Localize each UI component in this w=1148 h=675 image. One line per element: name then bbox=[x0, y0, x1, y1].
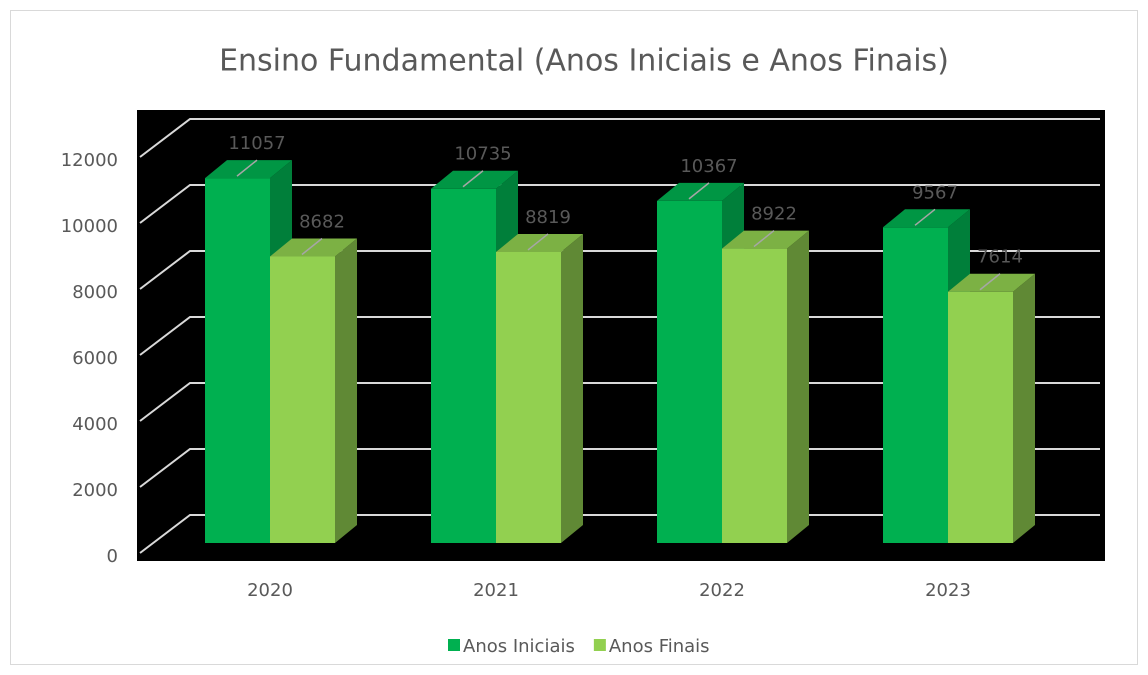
label-leader bbox=[914, 208, 936, 226]
bar bbox=[270, 256, 335, 543]
x-tick-label: 2020 bbox=[247, 580, 293, 601]
bar-side bbox=[787, 230, 809, 543]
grid-line bbox=[139, 118, 1100, 158]
label-leader bbox=[688, 182, 710, 200]
y-tick-label: 10000 bbox=[61, 216, 118, 237]
bar-side bbox=[1013, 273, 1035, 543]
data-label: 8922 bbox=[751, 204, 797, 225]
data-label: 10367 bbox=[680, 156, 737, 177]
bar bbox=[948, 291, 1013, 543]
legend-swatch bbox=[448, 639, 460, 651]
data-label: 9567 bbox=[912, 182, 958, 203]
x-tick-label: 2022 bbox=[699, 580, 745, 601]
y-tick-label: 0 bbox=[107, 546, 118, 567]
bar-top bbox=[657, 182, 744, 201]
legend-label: Anos Finais bbox=[609, 636, 710, 657]
bar bbox=[205, 178, 270, 543]
x-tick-label: 2021 bbox=[473, 580, 519, 601]
bar-side bbox=[335, 238, 357, 543]
legend-label: Anos Iniciais bbox=[463, 636, 575, 657]
data-label: 7614 bbox=[977, 247, 1023, 268]
bar bbox=[722, 248, 787, 543]
data-label: 8819 bbox=[525, 207, 571, 228]
label-leader bbox=[236, 159, 258, 177]
bar-side bbox=[561, 233, 583, 543]
label-leader bbox=[301, 237, 323, 256]
y-tick-label: 2000 bbox=[72, 480, 118, 501]
legend-swatch bbox=[593, 639, 606, 651]
grid-line bbox=[139, 184, 1100, 224]
bar bbox=[496, 251, 561, 543]
label-leader bbox=[527, 233, 549, 251]
data-label: 10735 bbox=[454, 144, 511, 165]
data-label: 8682 bbox=[299, 211, 345, 232]
bar-top bbox=[496, 233, 583, 252]
y-tick-label: 6000 bbox=[72, 348, 118, 369]
bar-top bbox=[948, 273, 1035, 292]
label-leader bbox=[753, 229, 775, 248]
bar bbox=[431, 188, 496, 543]
bar bbox=[883, 227, 948, 543]
bar-top bbox=[883, 209, 970, 228]
bar-top bbox=[270, 238, 357, 257]
label-leader bbox=[979, 273, 1001, 291]
label-leader bbox=[462, 170, 484, 188]
bar-top bbox=[722, 230, 809, 249]
y-tick-label: 12000 bbox=[61, 150, 118, 171]
x-tick-label: 2023 bbox=[925, 580, 971, 601]
data-label: 11057 bbox=[228, 133, 285, 154]
bar-top bbox=[205, 160, 292, 179]
y-tick-label: 4000 bbox=[72, 414, 118, 435]
chart-title: Ensino Fundamental (Anos Iniciais e Anos… bbox=[219, 44, 949, 79]
y-tick-label: 8000 bbox=[72, 282, 118, 303]
bar bbox=[657, 200, 722, 543]
bar-top bbox=[431, 170, 518, 189]
